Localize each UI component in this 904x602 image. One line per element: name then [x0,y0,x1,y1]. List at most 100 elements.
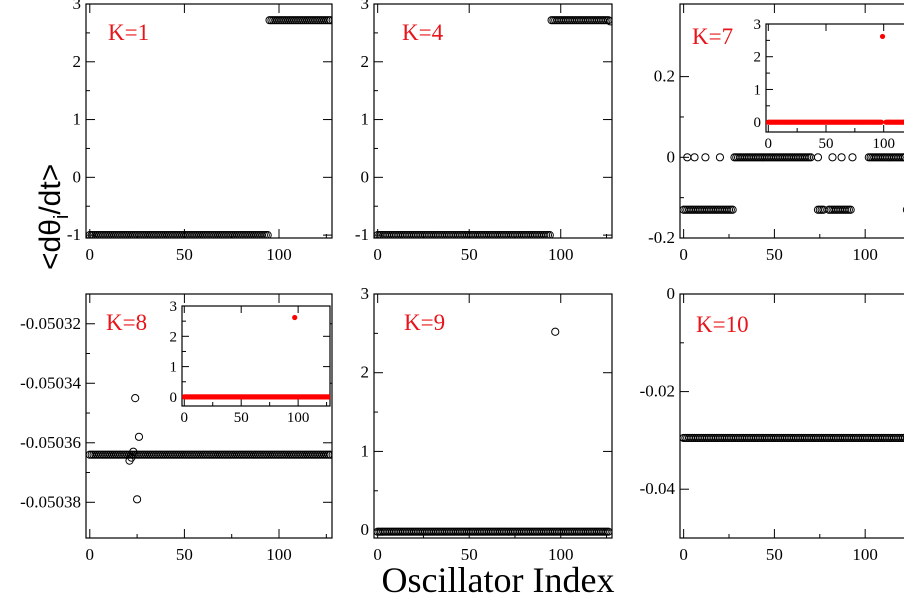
panel-4-data-point [127,453,136,462]
panel-3-data-point [813,153,823,162]
panel-3-x-tick-label: 50 [766,245,783,264]
panel-1-data-point [263,231,272,238]
panel-5-x-tick-label: 0 [373,545,382,564]
panel-2-y-tick-label: -1 [355,225,369,244]
panel-3-data-point [846,205,855,214]
panel-5-k-label: K=9 [404,310,445,335]
panel-3-inset-x-tick-label: 0 [765,136,773,152]
panel-6-y-tick-label: 0 [667,284,676,303]
svg-text:<dθi/dt>: <dθi/dt> [34,164,73,270]
panel-4-k-label: K=8 [106,310,147,335]
panel-3-inset-frame [765,23,904,133]
panel-6-markers [680,433,904,443]
panel-4-markers [86,394,332,504]
panel-1: 0 50 100 -1 0 1 2 3 K=1 [67,0,333,264]
panel-4-data-point [132,495,142,504]
panel-1-frame [85,3,333,239]
panel-1-data-point [326,16,332,25]
panel-3-inset-data-point [878,119,884,125]
panel-4-data-point [129,447,138,456]
panel-6-x-tick-label: 50 [766,545,783,564]
panel-4: 0 50 100-0.05032-0.05034-0.05036-0.05038K=… [20,293,333,564]
panel-3-data-point [828,153,837,162]
panel-6-data-point [902,435,904,441]
panel-3-y-tick-label: 0.2 [654,67,675,86]
panel-4-inset-y-tick-label: 1 [170,360,178,376]
panel-5: 0 50 100 0 1 2 3 K=9 [361,284,613,564]
panel-6-x-tick-label: 100 [852,545,878,564]
panel-1-k-label: K=1 [108,20,149,45]
panel-4-x-tick-label: 50 [176,545,193,564]
panel-2-y-tick-label: 0 [361,167,370,186]
panel-3-x-tick-label: 0 [679,245,688,264]
panel-2-x-tick-label: 50 [461,245,478,264]
panel-4-x-tick-label: 0 [86,545,95,564]
panel-3-y-tick-label: -0.2 [648,228,675,247]
panel-6-data-point [901,434,904,442]
y-axis-label-main: <dθ [34,219,67,270]
panel-3-data-point [701,153,710,162]
panel-2-data-point [606,17,612,26]
panel-4-data-point [326,450,332,459]
panel-1-x-tick-label: 100 [266,245,292,264]
panel-3-data-point [901,153,904,162]
panel-4-inset-y-tick-label: 2 [170,329,178,345]
panel-1-y-tick-label: 2 [73,52,82,71]
panel-6-frame [679,293,904,539]
panel-3-k-label: K=7 [692,24,733,49]
panel-4-inset-x-tick-label: 50 [234,410,249,426]
panel-2-data-point [545,231,554,238]
panel-3-data-point [902,206,904,213]
panel-4-data-point [134,432,144,441]
panel-5-markers [374,327,612,536]
panel-1-y-tick-label: -1 [67,225,81,244]
panel-3-y-tick-label: 0 [667,147,676,166]
panel-4-y-tick-label: -0.05038 [20,492,81,511]
panel-2-y-tick-label: 3 [361,0,370,13]
panel-3-x-tick-label: 100 [852,245,878,264]
panel-4-inset-frame [181,305,331,407]
panel-6-y-tick-label: -0.04 [640,479,676,498]
panel-4-inset-y-tick-label: 3 [170,299,178,315]
panel-1-x-tick-label: 50 [176,245,193,264]
panel-4-inset-markers [182,314,330,400]
panel-2-k-label: K=4 [402,20,444,45]
panel-1-y-tick-label: 0 [73,167,82,186]
y-axis-label-sub: i [51,215,73,219]
y-axis-label-tail: /dt> [34,164,67,215]
panel-3-inset-data-point [879,33,886,40]
panel-3-inset-y-tick-label: 3 [754,17,762,33]
y-axis-label: <dθi/dt> [34,164,73,270]
panel-3-data-point [728,205,737,214]
panel-3-data-point [690,153,699,162]
panel-6: 0 50 100 0 -0.02 -0.04 K=10 [640,284,904,564]
panel-3-inset-x-tick-label: 100 [872,136,895,152]
panel-3-markers [680,153,904,214]
panel-5-x-tick-label: 100 [548,545,574,564]
panel-3-data-point [848,153,857,162]
panel-5-y-tick-label: 0 [361,520,370,539]
panel-3-data-point [837,153,846,162]
panel-4-inset-data-point [326,394,330,400]
panel-4-inset-data-point [292,314,298,321]
panel-5-y-tick-label: 1 [361,441,370,460]
panel-1-x-tick-label: 0 [86,245,95,264]
panel-4-inset: 0 50 100 0 1 2 3 [170,299,331,426]
panel-2-data-point [604,16,612,25]
panel-4-inset-x-tick-label: 0 [181,410,189,426]
panel-1-y-tick-label: 3 [73,0,82,13]
panel-2-x-tick-label: 100 [548,245,574,264]
panel-2-frame [373,3,613,239]
panel-4-inset-y-tick-label: 0 [170,390,178,406]
panel-5-x-tick-label: 50 [461,545,478,564]
panel-5-frame [373,293,613,539]
panel-4-y-tick-label: -0.05036 [20,433,81,452]
panel-1-y-tick-label: 1 [73,110,82,129]
panel-4-x-tick-label: 100 [266,545,292,564]
panel-5-data-point [604,527,612,536]
panel-3-data-point [715,153,725,162]
